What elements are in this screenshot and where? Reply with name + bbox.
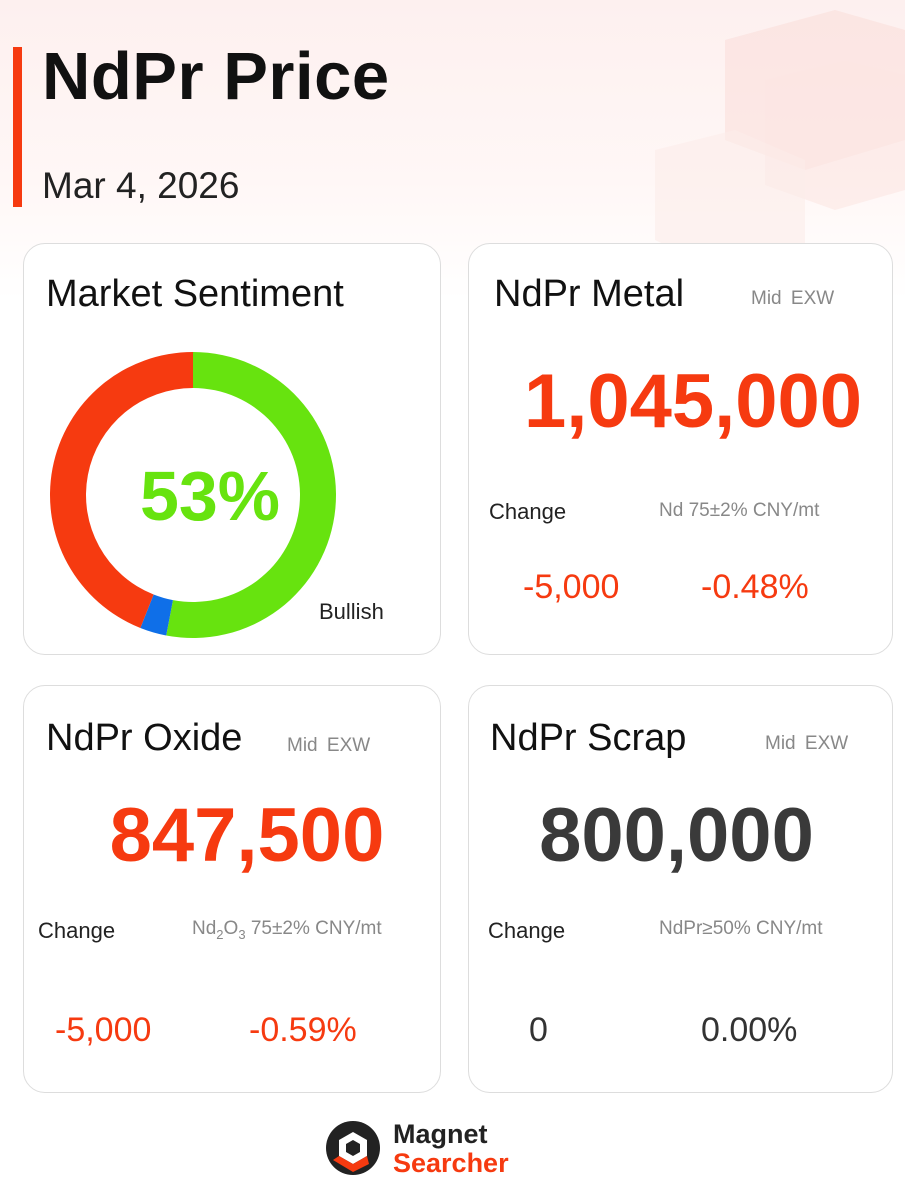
donut-slice-bullish [166,352,337,638]
metal-change-abs: -5,000 [523,568,620,606]
donut-slice-neutral [140,594,173,636]
metal-spec: Nd 75±2% CNY/mt [659,500,820,521]
metal-title: NdPr Metal [494,273,685,315]
metal-change-label: Change [489,499,567,524]
scrap-price: 800,000 [539,793,814,878]
scrap-change-pct: 0.00% [701,1011,798,1049]
oxide-price: 847,500 [109,793,385,878]
scrap-tag: Mid EXW [765,733,849,754]
oxide-tag: Mid EXW [287,735,371,756]
logo-text-searcher: Searcher [393,1148,509,1178]
page-title: NdPr Price [42,39,390,114]
oxide-change-label: Change [38,918,116,943]
scrap-change-abs: 0 [529,1011,548,1049]
scrap-spec: NdPr≥50% CNY/mt [659,918,823,939]
scrap-card: NdPr Scrap Mid EXW 800,000 Change NdPr≥5… [468,685,893,1093]
oxide-spec: Nd2O3 75±2% CNY/mt [192,918,382,942]
donut-slice-bearish [50,352,193,628]
logo-text-magnet: Magnet [393,1119,488,1149]
oxide-spec-formula: Nd [192,918,217,939]
oxide-change-abs: -5,000 [55,1011,152,1049]
title-accent-bar [13,47,22,207]
oxide-spec-sub-1: 2 [216,926,224,942]
oxide-spec-formula-2: O [223,918,239,939]
metal-price: 1,045,000 [523,359,863,444]
oxide-change-pct: -0.59% [249,1011,357,1049]
metal-tag: Mid EXW [751,288,835,309]
page-date: Mar 4, 2026 [42,165,240,206]
scrap-change-label: Change [488,918,566,943]
sentiment-title: Market Sentiment [46,273,344,315]
oxide-spec-sub-2: 3 [238,926,246,942]
oxide-spec-rest: 75±2% CNY/mt [245,918,382,939]
scrap-title: NdPr Scrap [490,717,687,759]
oxide-title: NdPr Oxide [46,717,243,759]
metal-card: NdPr Metal Mid EXW 1,045,000 Change Nd 7… [468,243,893,655]
sentiment-label: Bullish [319,599,384,624]
sentiment-percent: 53% [139,457,281,535]
header-decoration [655,10,905,270]
sentiment-card: Market Sentiment 53% Bullish [23,243,441,655]
oxide-card: NdPr Oxide Mid EXW 847,500 Change Nd2O3 … [23,685,441,1093]
magnet-searcher-logo-icon [326,1121,380,1175]
sentiment-donut-chart [50,352,337,638]
metal-change-pct: -0.48% [701,568,809,606]
